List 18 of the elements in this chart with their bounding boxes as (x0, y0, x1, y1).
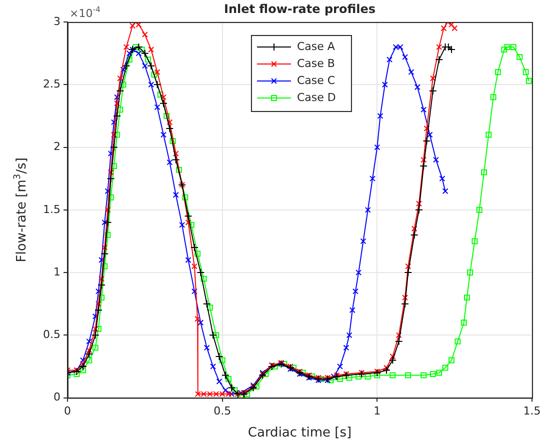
x-tick-label: 1.5 (523, 404, 541, 418)
legend-label: Case C (296, 74, 336, 87)
y-tick-label: 3 (53, 14, 60, 28)
y-tick-label: 1.5 (42, 202, 60, 216)
y-axis-title: Flow-rate [m3/s] (12, 158, 30, 262)
y-tick-label: 2.5 (42, 77, 60, 90)
y-tick-label: 1 (53, 265, 60, 278)
chart-title: Inlet flow-rate profiles (224, 2, 376, 16)
x-tick-label: 0.5 (214, 404, 232, 418)
x-tick-label: 1 (374, 404, 381, 418)
legend-label: Case B (296, 56, 335, 70)
y-tick-label: 0.5 (42, 328, 60, 342)
y-tick-label: 2 (53, 140, 60, 154)
legend-label: Case A (296, 40, 336, 53)
y-tick-label: 0 (53, 390, 60, 404)
legend-label: Case D (296, 90, 336, 104)
x-axis-title: Cardiac time [s] (248, 425, 352, 440)
x-tick-label: 0 (64, 404, 71, 418)
